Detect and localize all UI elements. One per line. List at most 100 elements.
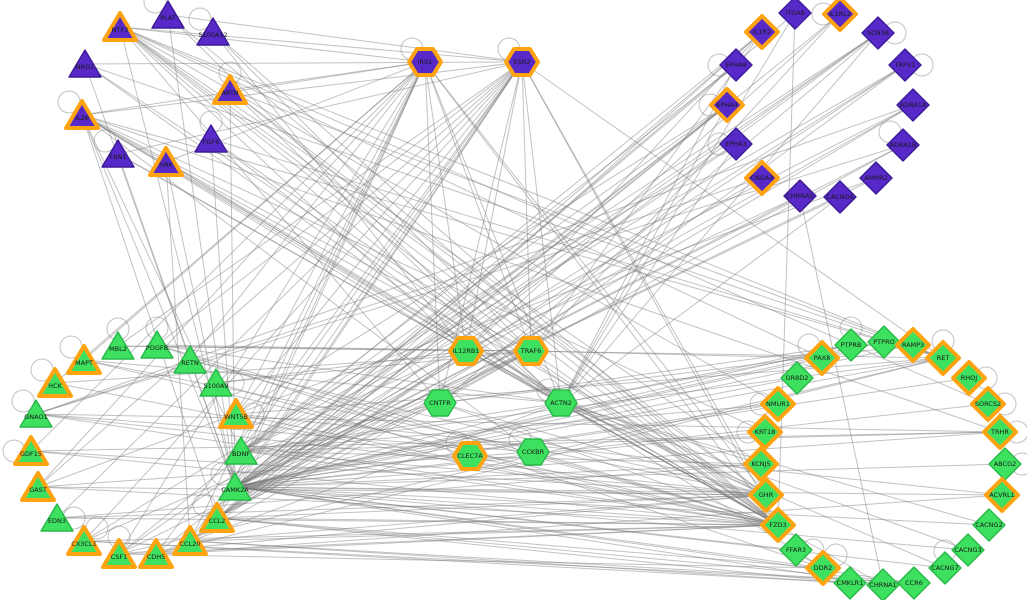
node-CAMK2A[interactable] [218,472,252,501]
node-IL26[interactable] [64,99,100,130]
node-GAST[interactable] [20,471,56,502]
node-BDNF[interactable] [224,436,258,465]
node-SORCS2[interactable] [970,386,1006,422]
node-CACNG3[interactable] [951,533,985,567]
diamond-shape-TRHR [982,414,1018,450]
edge-HRK-ACTN2 [165,161,562,404]
node-CACNG2[interactable] [972,508,1006,542]
node-IRS1[interactable] [407,47,443,77]
edge-NTF3-IRS1 [119,26,426,63]
node-ITGA8[interactable] [778,0,812,30]
node-ACVRL1[interactable] [984,477,1020,513]
diamond-shape-PTPRO [867,325,901,359]
node-SCN3B[interactable] [861,16,895,50]
node-PAX8[interactable] [804,340,840,376]
edge-SCN3B-CCL2 [216,32,879,519]
diamond-shape-TRPV1 [888,48,922,82]
node-PTPRB[interactable] [834,328,868,362]
node-RETN[interactable] [173,345,207,374]
node-ABCG2[interactable] [988,447,1022,481]
node-KRT18[interactable] [747,414,783,450]
edge-ESR2-WNT5B [235,61,523,415]
node-TRHR[interactable] [982,414,1018,450]
node-ARTN[interactable] [212,74,248,105]
node-MAPT[interactable] [66,344,102,375]
diamond-shape-ACVRL1 [984,477,1020,513]
node-IL1RL2[interactable] [822,0,858,32]
edge-CAMK2A-ACVRL1 [234,486,1003,496]
triangle-shape-CCL2 [199,502,235,533]
node-GDF15[interactable] [13,435,49,466]
node-EPHA8[interactable] [719,48,753,82]
node-ESR2[interactable] [504,47,540,77]
node-IL12RB1[interactable] [448,336,484,366]
node-CCL2[interactable] [199,502,235,533]
edge-PTPRB-ACTN2 [560,344,852,404]
node-CCL20[interactable] [172,525,208,556]
node-CLEC7A[interactable] [452,441,488,471]
node-S100A9[interactable] [199,368,233,397]
triangle-shape-CX3CL1 [66,525,102,556]
node-EDN3[interactable] [40,503,74,532]
node-ACTN2[interactable] [544,389,578,417]
node-CCR6[interactable] [897,566,931,600]
node-RET[interactable] [925,340,961,376]
node-CNTFR[interactable] [423,389,457,417]
node-RAMP3[interactable] [895,327,931,363]
node-KCNJ5[interactable] [743,446,779,482]
node-IL1R2[interactable] [744,14,780,50]
node-ADRA1A[interactable] [896,88,930,122]
node-OR8D2[interactable] [780,361,814,395]
node-GNAO1[interactable] [19,399,53,428]
node-EPHA4[interactable] [709,87,745,123]
edge-CCL20-TRAF6 [189,350,532,542]
node-HCK[interactable] [37,367,73,398]
node-GHR[interactable] [748,477,784,513]
node-FFAR3[interactable] [779,533,813,567]
node-CACNG6[interactable] [823,180,857,214]
node-EPHA3[interactable] [719,127,753,161]
edge-PLAT-CAMK2A [167,14,236,488]
node-FZD3[interactable] [760,507,796,543]
edge-CX3CL1-FZD3 [83,524,779,542]
node-HRK[interactable] [148,146,184,177]
node-FGF6[interactable] [194,124,228,153]
node-TRAF6[interactable] [513,336,549,366]
node-TRPV1[interactable] [888,48,922,82]
node-ADRA1B[interactable] [886,128,920,162]
node-S100A12[interactable] [196,17,230,46]
node-FBN1[interactable] [101,139,135,168]
node-NTF3[interactable] [102,11,138,42]
edge-ESR2-BDNF [240,61,523,452]
node-DDR2[interactable] [805,550,841,586]
diamond-shape-IL1R2 [744,14,780,50]
node-NMUR1[interactable] [760,386,796,422]
node-CDH5[interactable] [138,538,174,569]
node-CACNG7[interactable] [928,551,962,585]
node-PLAT[interactable] [151,0,185,29]
node-PTPRO[interactable] [867,325,901,359]
node-CCKBR[interactable] [516,438,550,466]
edge-HRK-CCL20 [165,161,191,542]
node-WNT5B[interactable] [218,398,254,429]
node-RHOJ[interactable] [951,360,987,396]
edge-CCL2-DDR2 [216,517,824,569]
edge-CAMK2A-TRAF6 [234,350,532,488]
node-CX3CL1[interactable] [66,525,102,556]
edge-EDN3-KCNJ5 [56,463,762,519]
node-CSF1[interactable] [101,538,137,569]
edge-PLAT-ACTN2 [167,14,562,404]
node-CHRNA5[interactable] [783,179,817,213]
node-CHRNA1[interactable] [866,568,900,600]
node-MBL2[interactable] [101,331,135,360]
edge-PDGFB-DDR2 [156,344,824,569]
node-CMKLR1[interactable] [833,566,867,600]
node-NRG1[interactable] [68,49,102,78]
node-AMHR2[interactable] [859,161,893,195]
edge-IL26-IRS1 [81,61,426,116]
edge-CAMK2A-CHRNA1 [234,486,884,586]
node-PDGFB[interactable] [140,330,174,359]
node-CNGA3[interactable] [744,160,780,196]
